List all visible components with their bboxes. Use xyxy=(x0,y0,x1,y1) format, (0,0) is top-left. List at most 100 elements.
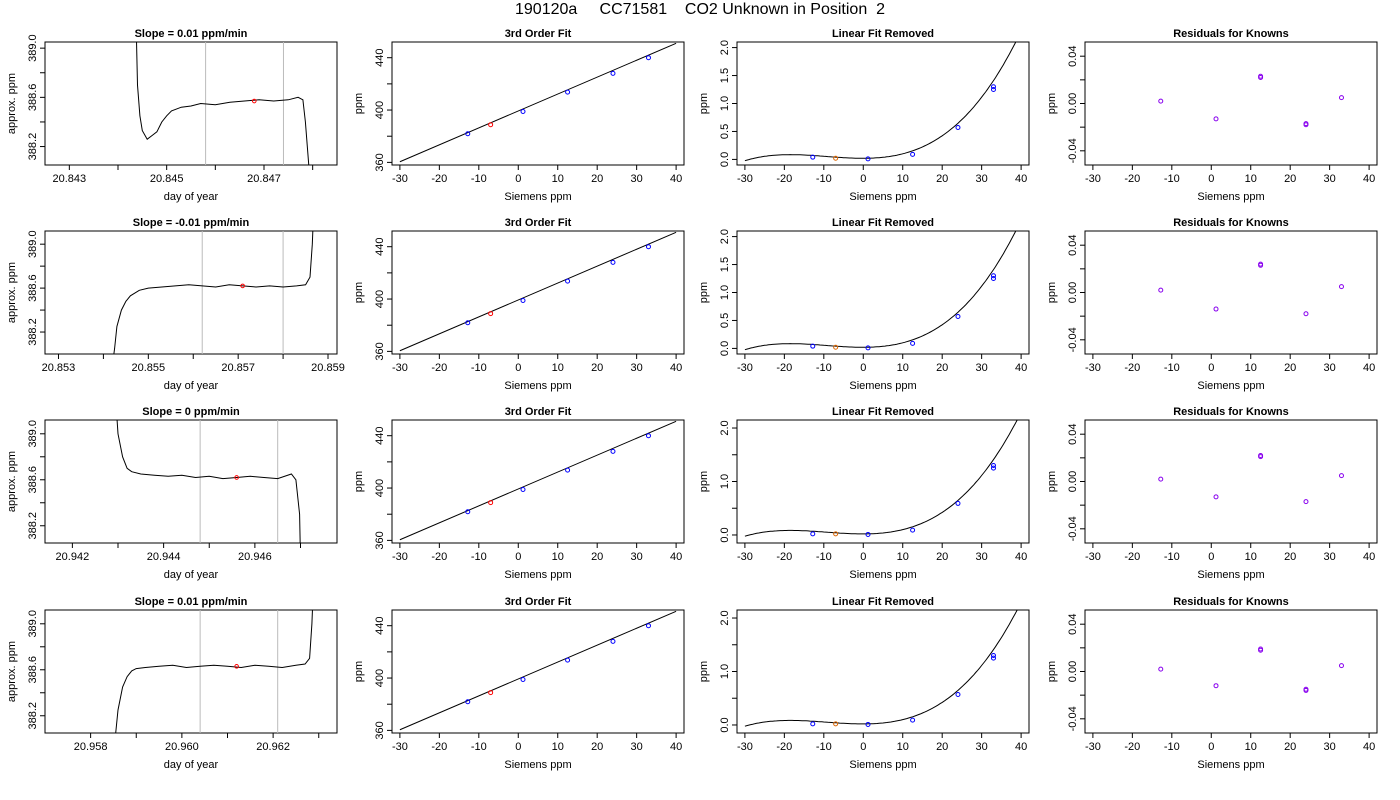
plot-area xyxy=(1158,646,1344,693)
y-axis-label: ppm xyxy=(353,661,365,682)
x-tick-label: 30 xyxy=(976,551,988,563)
known-point xyxy=(565,657,571,663)
x-tick-label: -20 xyxy=(776,362,792,374)
y-tick-label: 440 xyxy=(374,617,386,635)
panel-title: Linear Fit Removed xyxy=(832,28,934,40)
plot-area xyxy=(399,231,677,352)
panel-3-4: Residuals for Knowns -30 -20 -10 0 10 20 30 40 -0… xyxy=(1046,406,1378,581)
unknown-point xyxy=(240,283,245,289)
x-tick-label: -10 xyxy=(816,173,832,185)
x-axis-label: Siemens ppm xyxy=(504,191,571,203)
panel-title: Slope = 0.01 ppm/min xyxy=(135,28,248,40)
y-axis-label: ppm xyxy=(698,471,710,492)
x-axis-label: Siemens ppm xyxy=(849,380,916,392)
x-tick-label: -30 xyxy=(1085,173,1101,185)
y-tick-label: 440 xyxy=(374,49,386,67)
known-point xyxy=(865,345,871,351)
fit-curve xyxy=(744,231,1017,351)
x-tick-label: -10 xyxy=(1164,741,1180,753)
panel-title: 3rd Order Fit xyxy=(505,406,572,418)
plot-area xyxy=(399,420,677,541)
y-tick-label: 360 xyxy=(374,153,386,171)
panel-title: Linear Fit Removed xyxy=(832,406,934,418)
x-tick-label: 0 xyxy=(1208,362,1214,374)
x-tick-label: -30 xyxy=(392,551,408,563)
x-tick-label: 40 xyxy=(1015,551,1027,563)
x-axis-label: Siemens ppm xyxy=(504,569,571,581)
plot-area xyxy=(115,610,313,733)
panel-title: Linear Fit Removed xyxy=(832,217,934,229)
y-tick-label: 2.0 xyxy=(719,610,731,625)
x-tick-label: 20.857 xyxy=(221,362,255,374)
y-axis-label: ppm xyxy=(1046,471,1058,492)
x-tick-label: 30 xyxy=(976,741,988,753)
y-tick-label: 0.0 xyxy=(719,341,731,356)
known-point xyxy=(990,84,996,90)
fit-curve xyxy=(744,42,1017,162)
y-tick-label: 1.0 xyxy=(719,474,731,489)
x-tick-label: 0 xyxy=(860,551,866,563)
fit-line xyxy=(399,231,677,352)
known-point xyxy=(865,721,871,727)
residual-point xyxy=(1158,476,1164,482)
unknown-point xyxy=(234,475,239,480)
known-point xyxy=(520,486,526,492)
panel-4-3: Linear Fit Removed -30 -20 -10 0 10 20 30 40 0.0 1… xyxy=(698,596,1030,771)
plot-frame xyxy=(391,419,685,544)
panel-2-3: Linear Fit Removed -30 -20 -10 0 10 20 30 40 0.0 0… xyxy=(698,217,1030,392)
known-point xyxy=(465,699,471,705)
x-tick-label: -20 xyxy=(776,551,792,563)
known-point xyxy=(565,467,571,473)
y-tick-label: 2.0 xyxy=(719,40,731,55)
x-tick-label: -30 xyxy=(1085,741,1101,753)
known-point xyxy=(520,676,526,682)
x-tick-label: 20 xyxy=(591,173,603,185)
residual-point xyxy=(1303,499,1309,505)
unknown-point xyxy=(833,721,839,727)
y-tick-label: 400 xyxy=(374,290,386,308)
x-tick-label: -30 xyxy=(737,741,753,753)
x-tick-label: 20.944 xyxy=(147,551,181,563)
y-tick-label: 0.5 xyxy=(719,313,731,328)
x-tick-label: 40 xyxy=(670,551,682,563)
y-tick-label: 388.2 xyxy=(27,133,39,161)
panel-4-1: Slope = 0.01 ppm/min 20.958 20.960 20.962 38… xyxy=(6,596,338,771)
y-tick-label: -0.04 xyxy=(1067,327,1079,352)
x-tick-label: 40 xyxy=(1363,362,1375,374)
x-axis-label: Siemens ppm xyxy=(849,759,916,771)
plot-area xyxy=(744,42,1017,162)
residual-point xyxy=(1213,683,1219,689)
x-axis-label: Siemens ppm xyxy=(504,380,571,392)
y-tick-label: 389.0 xyxy=(27,420,39,448)
x-axis-label: day of year xyxy=(164,569,219,581)
x-tick-label: -20 xyxy=(1124,741,1140,753)
plot-frame xyxy=(44,419,338,544)
x-tick-label: -10 xyxy=(816,741,832,753)
residual-point xyxy=(1213,306,1219,312)
y-tick-label: 0.00 xyxy=(1067,282,1079,303)
y-tick-label: 0.04 xyxy=(1067,234,1079,255)
y-axis-label: ppm xyxy=(353,282,365,303)
known-point xyxy=(465,131,471,137)
x-tick-label: -20 xyxy=(431,362,447,374)
x-axis-label: day of year xyxy=(164,191,219,203)
plot-area xyxy=(1158,261,1344,317)
x-tick-label: 10 xyxy=(1245,741,1257,753)
x-tick-label: 20.942 xyxy=(56,551,90,563)
x-tick-label: 20 xyxy=(936,741,948,753)
x-tick-label: 30 xyxy=(631,551,643,563)
x-tick-label: 20.960 xyxy=(165,741,199,753)
x-tick-label: 10 xyxy=(1245,551,1257,563)
y-tick-label: 389.0 xyxy=(27,610,39,638)
x-tick-label: 0 xyxy=(860,173,866,185)
residual-point xyxy=(1213,494,1219,500)
panel-title: Residuals for Knowns xyxy=(1173,406,1289,418)
y-tick-label: 388.6 xyxy=(27,656,39,684)
y-tick-label: 400 xyxy=(374,479,386,497)
plot-area xyxy=(744,610,1018,727)
y-tick-label: 1.0 xyxy=(719,96,731,111)
x-tick-label: 20.958 xyxy=(74,741,108,753)
unknown-point xyxy=(833,155,839,161)
x-tick-label: 20.847 xyxy=(247,173,281,185)
x-tick-label: 0 xyxy=(515,551,521,563)
